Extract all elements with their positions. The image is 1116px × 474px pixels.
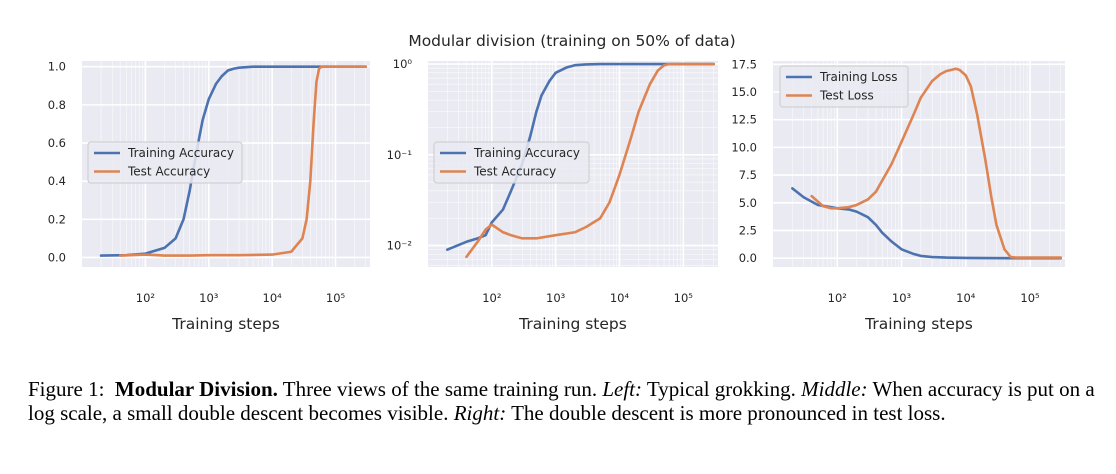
legend-label: Training Loss [819,70,897,84]
x-tick-label: 10⁵ [326,291,346,305]
caption-left-label: Left: [602,377,643,401]
series-line-test-loss [810,67,1062,259]
y-tick-label: 10.0 [731,140,757,154]
legend: Training Accuracy Test Accuracy [87,141,243,184]
x-tick-label: 10⁴ [263,291,283,305]
legend: Training Loss Test Loss [779,65,909,108]
y-tick-label: 0.8 [48,98,66,112]
series-line-training-accuracy [445,62,716,251]
legend-label: Test Accuracy [473,165,556,179]
x-axis-label: Training steps [518,315,627,333]
legend-label: Training Accuracy [127,146,234,160]
y-tick-label: 17.5 [731,57,757,71]
caption-text-3: When accuracy is put on a log scale, a s… [28,377,1095,425]
caption-text-1: Three views of the same training run. [277,377,603,401]
x-tick-label: 10² [482,291,501,305]
left-panel-accuracy: 10² 10³ 10⁴ 10⁵ 0.0 0.2 0.4 0.6 0.8 1.0 Training s… [48,60,370,333]
y-tick-label: 0.0 [739,251,757,265]
legend-frame [87,141,243,184]
figure-title: Modular division (training on 50% of dat… [408,32,735,50]
legend-label: Training Accuracy [473,146,580,160]
caption-bold-title: Modular Division. [114,377,278,401]
x-tick-label: 10⁴ [956,291,976,305]
caption-text-2: Typical grokking. [642,377,802,401]
caption-text-4: The double descent is more pronounced in… [506,401,946,425]
caption-label: Figure 1: [28,377,105,401]
y-tick-label: 10⁻¹ [387,148,412,162]
x-axis-label: Training steps [864,315,973,333]
series-line-training-accuracy [99,65,368,257]
y-tick-label: 15.0 [731,85,757,99]
y-tick-label: 0.2 [48,212,66,226]
x-tick-label: 10⁵ [674,291,694,305]
right-panel-loss: 10² 10³ 10⁴ 10⁵ 0.0 2.5 5.0 7.5 10.0 12.5 15.0 17.5… [731,57,1065,333]
x-tick-label: 10³ [546,291,566,305]
caption-middle-label: Middle: [801,377,868,401]
series-line-test-accuracy [465,62,716,259]
y-tick-label: 1.0 [48,60,66,74]
x-tick-label: 10³ [892,291,912,305]
y-tick-label: 0.0 [48,250,66,264]
y-tick-label: 2.5 [739,223,757,237]
y-tick-label: 12.5 [731,113,757,127]
y-tick-label: 0.4 [48,174,66,188]
x-tick-label: 10² [136,291,155,305]
legend-frame [433,141,590,184]
y-tick-label: 10⁻² [387,239,412,253]
figure-caption: Figure 1: Modular Division. Three views … [28,377,1098,425]
x-tick-label: 10³ [199,291,219,305]
legend: Training Accuracy Test Accuracy [433,141,590,184]
figure: Modular division (training on 50% of dat… [48,32,1065,333]
y-tick-label: 0.6 [48,136,66,150]
legend-label: Test Loss [819,89,874,103]
y-tick-label: 5.0 [739,196,757,210]
middle-panel-log-accuracy: 10² 10³ 10⁴ 10⁵ 10⁻² 10⁻¹ 10⁰ Training steps Tra… [387,57,718,333]
x-tick-label: 10² [828,291,847,305]
legend-label: Test Accuracy [127,165,210,179]
y-tick-label: 10⁰ [393,57,413,71]
x-tick-label: 10⁵ [1020,291,1040,305]
caption-right-label: Right: [453,401,507,425]
y-tick-label: 7.5 [739,168,757,182]
series-line-test-accuracy [118,65,368,257]
x-tick-label: 10⁴ [610,291,630,305]
x-axis-label: Training steps [171,315,280,333]
